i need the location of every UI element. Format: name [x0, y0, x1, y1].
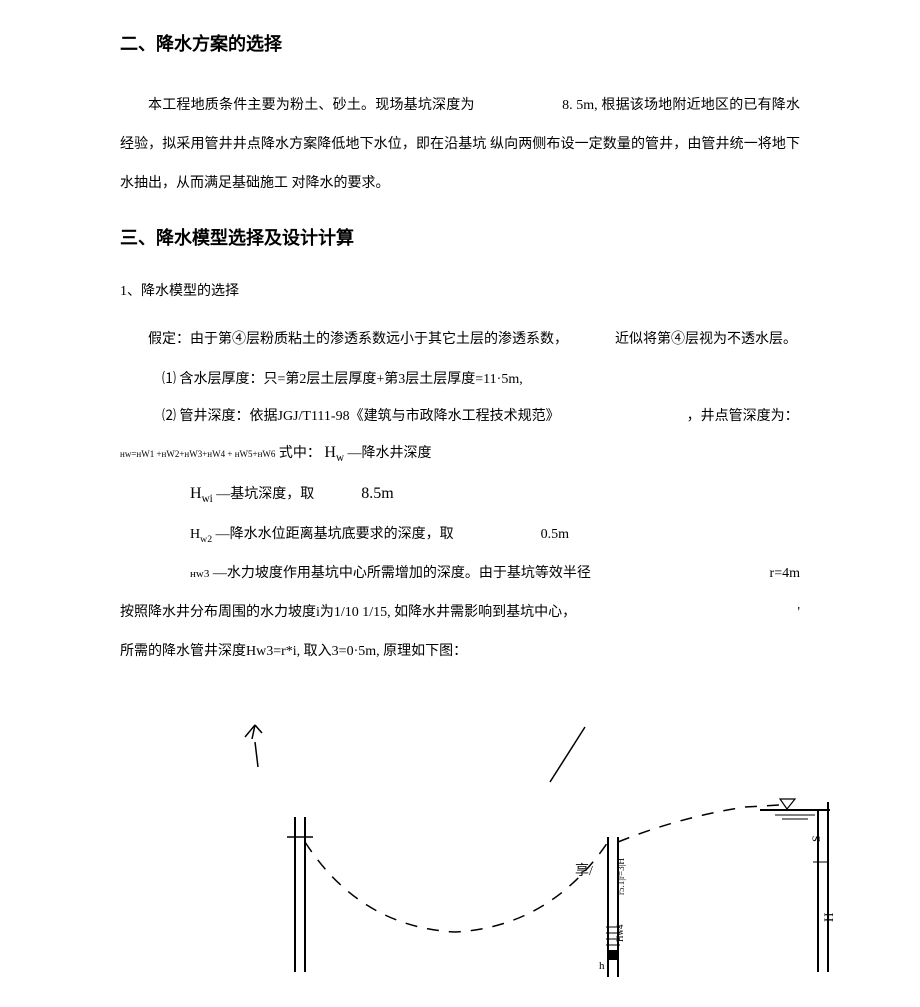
para-text-1: 本工程地质条件主要为粉土、砂土。现场基坑深度为 [148, 98, 475, 113]
hw4-label: Hw4 [615, 924, 625, 942]
formula-mid: 式中： [279, 446, 321, 461]
section-3-title: 三、降水模型选择及设计计算 [120, 224, 800, 250]
water-curve-center [305, 842, 608, 932]
left-mark-line [255, 742, 258, 767]
hwi-line: Hwi —基坑深度，取 8.5m [190, 476, 800, 512]
formula-small: ʜw=ʜW1 +ʜW2+ʜW3+ʜW4 + ʜW5+ʜW6 [120, 449, 275, 459]
hw3-line2-text: 按照降水井分布周围的水力坡度i为1/10 1/15, 如降水井需影响到基坑中心， [120, 605, 576, 620]
hw3-label: ʜw3 [190, 568, 209, 580]
h-small-label: h [599, 960, 605, 972]
hw2-desc: —降水水位距离基坑底要求的深度，取 [216, 527, 454, 542]
hw2-value: 0.5m [541, 527, 569, 542]
hw3-desc: —水力坡度作用基坑中心所需增加的深度。由于基坑等效半径 [213, 566, 591, 581]
left-arrow-icon [245, 725, 262, 739]
hw3-line: ʜw3 —水力坡度作用基坑中心所需增加的深度。由于基坑等效半径 r=4m [190, 559, 800, 590]
hw2-line: Hw2 —降水水位距离基坑底要求的深度，取 0.5m [190, 520, 800, 551]
water-curve-right [618, 805, 780, 842]
s-label: S [809, 836, 823, 843]
diagram-svg: 享/ S H r5.1|r=3|H Hw4 h [80, 707, 840, 987]
right-slanted-line [550, 727, 585, 782]
hwi-value: 8.5m [361, 485, 393, 502]
hw3-r: r=4m [770, 559, 800, 590]
hw-desc: —降水井深度 [348, 446, 432, 461]
depth-value: 8. 5m, [562, 98, 598, 113]
hw2-label: Hw2 [190, 527, 212, 542]
hw-label: Hw [324, 444, 344, 461]
section-2-paragraph: 本工程地质条件主要为粉土、砂土。现场基坑深度为 8. 5m, 根据该场地附近地区… [120, 86, 800, 204]
h-big-label: H [821, 913, 836, 922]
section-2-title: 二、降水方案的选择 [120, 30, 800, 56]
item-2: ⑵ 管井深度：依据JGJ/T111-98《建筑与市政降水工程技术规范》 ，井点管… [120, 400, 800, 472]
assumption-line: 假定：由于第④层粉质粘土的渗透系数远小于其它土层的渗透系数， 近似将第④层视为不… [120, 320, 800, 359]
assume-part1: 假定：由于第④层粉质粘土的渗透系数远小于其它土层的渗透系数， [148, 332, 568, 347]
assume-part2: 近似将第④层视为不透水层。 [615, 332, 797, 347]
hw3-line2: 按照降水井分布周围的水力坡度i为1/10 1/15, 如降水井需影响到基坑中心，… [120, 598, 800, 629]
hwi-desc: —基坑深度，取 [216, 487, 314, 502]
hw3-line3: 所需的降水管井深度Hw3=r*i, 取入3=0·5m, 原理如下图： [120, 637, 800, 668]
item2-part2: ，井点管深度为： [687, 409, 799, 424]
hw3-comma: ' [797, 598, 800, 629]
right-structure [760, 799, 830, 972]
xiang-label: 享/ [575, 862, 593, 879]
sub-heading-1: 1、降水模型的选择 [120, 280, 800, 300]
hwi-label: Hwi [190, 485, 213, 502]
item2-part1: ⑵ 管井深度：依据JGJ/T111-98《建筑与市政降水工程技术规范》 [162, 409, 560, 424]
dewatering-diagram: 享/ S H r5.1|r=3|H Hw4 h [120, 707, 800, 987]
r5-label: r5.1|r=3|H [616, 858, 626, 895]
item-1: ⑴ 含水层厚度：只=第2层土层厚度+第3层土层厚度=11·5m, [120, 363, 800, 397]
